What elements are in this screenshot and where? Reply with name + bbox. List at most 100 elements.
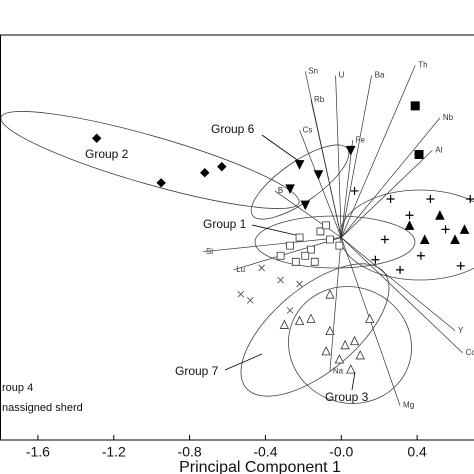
marker: [296, 280, 303, 288]
loading-vector: [299, 130, 342, 238]
leader: [224, 353, 263, 371]
marker: [325, 289, 335, 299]
marker: [246, 296, 254, 304]
x-tick-label: -1.6: [26, 444, 50, 460]
loading-vector: [310, 99, 342, 238]
vector-label: Sn: [308, 67, 318, 76]
annotation: Group 1: [203, 217, 247, 231]
marker: [300, 200, 311, 211]
marker: [371, 255, 380, 264]
loading-vector: [340, 65, 416, 238]
marker: [404, 220, 415, 230]
vector-label: U: [339, 71, 345, 80]
annotation: Group 2: [85, 147, 129, 161]
marker: [450, 234, 460, 245]
x-tick-label: -1.2: [102, 444, 126, 460]
marker: [310, 257, 319, 266]
marker: [258, 264, 265, 272]
legend-label: nassigned sherd: [2, 402, 83, 414]
marker: [340, 339, 350, 350]
vector-label: Th: [418, 60, 427, 69]
annotation: Group 7: [175, 364, 219, 378]
loading-vector: [341, 117, 441, 238]
annotation: Group 3: [325, 390, 369, 404]
x-tick-label: -0.8: [178, 444, 202, 460]
marker: [346, 364, 356, 374]
marker: [294, 315, 305, 325]
marker: [419, 234, 430, 245]
x-tick-label: -0.0: [329, 444, 353, 460]
ellipse-group-3: [288, 286, 412, 404]
vector-label: Rb: [314, 95, 325, 104]
marker: [396, 265, 405, 274]
x-axis-label: Principal Component 1: [179, 459, 341, 474]
ellipse-group-2: [0, 111, 300, 209]
leader: [251, 224, 301, 237]
marker: [456, 261, 465, 270]
marker: [301, 251, 310, 260]
marker: [295, 233, 304, 242]
x-tick-label: -0.4: [253, 444, 277, 460]
marker: [325, 325, 335, 336]
marker: [279, 319, 290, 329]
marker: [286, 307, 294, 314]
marker: [285, 184, 295, 195]
marker: [335, 241, 344, 250]
ellipses: [0, 111, 474, 404]
marker: [294, 160, 305, 170]
marker: [307, 245, 315, 254]
marker: [91, 133, 102, 143]
marker: [217, 161, 227, 172]
legend-label: roup 4: [2, 382, 33, 394]
marker: [291, 257, 300, 266]
marker: [380, 235, 389, 244]
leader: [261, 134, 301, 163]
marker: [466, 195, 474, 204]
marker: [322, 221, 331, 230]
vector-label: Y: [458, 326, 464, 335]
plot-frame: [0, 34, 474, 441]
marker: [286, 241, 294, 250]
loading-vector: [341, 150, 433, 238]
vector-label: Mg: [403, 401, 414, 410]
marker: [441, 225, 450, 234]
loading-vector: [274, 190, 342, 238]
marker: [365, 313, 375, 323]
ellipse-group-1: [254, 215, 416, 269]
loading-vector: [340, 75, 372, 238]
marker: [276, 251, 285, 260]
vector-label: Fe: [356, 135, 366, 144]
marker: [306, 313, 316, 323]
vector-label: Ba: [375, 71, 385, 80]
vector-label: Lu: [236, 265, 245, 274]
marker: [459, 224, 470, 234]
marker: [416, 251, 425, 260]
marker: [200, 167, 210, 178]
vector-label: B: [278, 186, 283, 195]
marker: [277, 276, 284, 284]
x-tick-label: 0.4: [407, 444, 427, 460]
marker: [350, 186, 359, 195]
marker: [426, 195, 435, 204]
vector-label: Al: [435, 146, 442, 155]
marker: [410, 101, 420, 111]
marker: [156, 178, 166, 188]
vector-label: Na: [333, 366, 344, 375]
marker: [321, 346, 331, 356]
marker: [237, 290, 245, 298]
loading-vector: [335, 75, 342, 238]
marker: [355, 350, 365, 360]
marker: [386, 195, 395, 204]
vector-label: Nb: [443, 113, 454, 122]
leaders: [224, 134, 356, 391]
leader: [351, 371, 356, 391]
marker: [334, 354, 345, 364]
vector-label: Co: [466, 348, 474, 357]
loading-vector: [329, 237, 342, 372]
marker: [316, 227, 325, 236]
marker: [414, 149, 424, 159]
marker: [435, 210, 445, 220]
vector-label: Si: [206, 247, 213, 256]
marker: [326, 235, 334, 244]
